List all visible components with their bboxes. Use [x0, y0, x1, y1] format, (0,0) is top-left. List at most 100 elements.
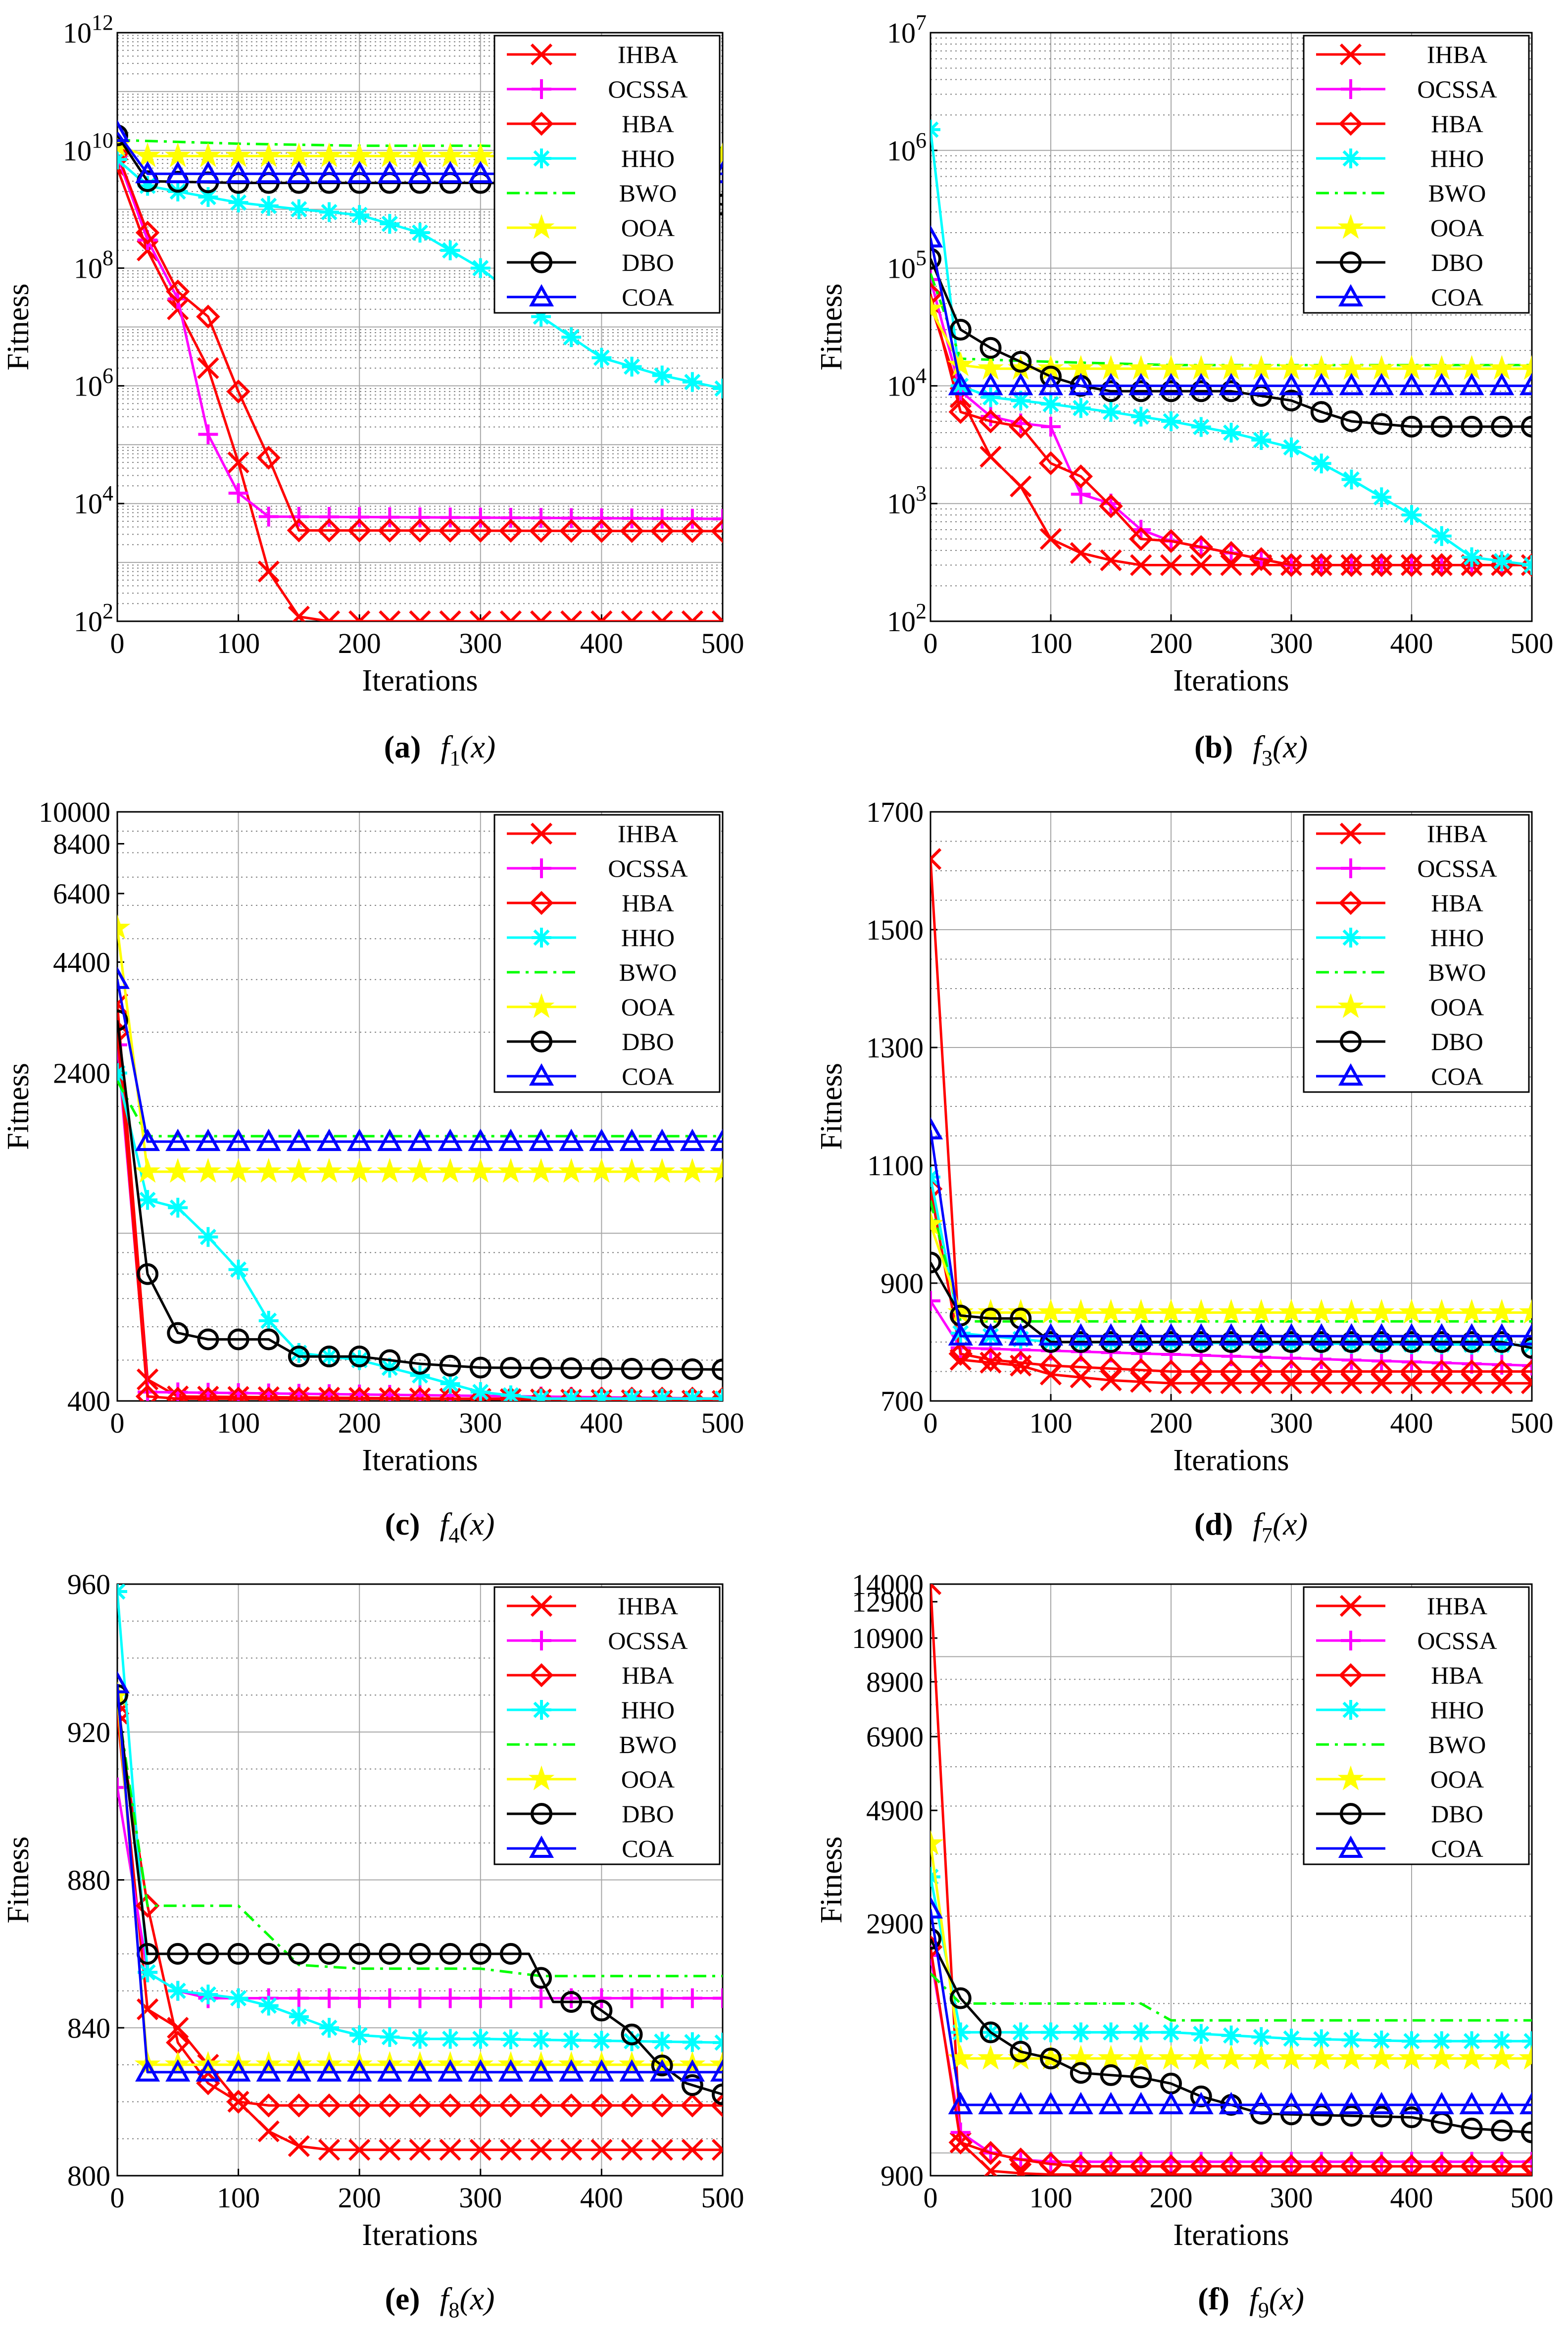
legend-marker: [532, 858, 551, 878]
series-point-ocssa: [380, 507, 400, 527]
series-point-coa: [931, 1117, 943, 1140]
series-point-coa: [1339, 1323, 1364, 1346]
series-point-hho: [622, 1389, 642, 1401]
y-tick-label: 840: [67, 2012, 110, 2044]
series-point-dbo: [117, 124, 128, 147]
series-point-dbo: [499, 1943, 522, 1965]
series-point-coa: [529, 1128, 554, 1151]
series-point-ihba: [530, 610, 552, 621]
series-line-bwo: [931, 1972, 1532, 2022]
legend-marker: [530, 43, 553, 66]
series-point-dbo: [1371, 2105, 1393, 2128]
x-axis-label: Iterations: [362, 1444, 478, 1477]
series-point-hba: [529, 2093, 553, 2118]
series-point-hba: [1069, 464, 1093, 489]
series-point-hba: [1249, 1359, 1274, 1384]
series-point-hho: [652, 365, 672, 386]
legend-label: HBA: [622, 110, 674, 138]
series-point-hba: [1490, 2154, 1514, 2176]
series-line-coa: [117, 979, 723, 1143]
plot-frame: [930, 32, 1533, 622]
series-point-hba: [979, 1347, 1003, 1372]
legend-label: OOA: [621, 1765, 675, 1793]
series-point-ihba: [560, 2139, 583, 2161]
series-point-hba: [378, 1387, 402, 1401]
series-point-hba: [135, 220, 160, 245]
panel-f: 0 100 200 300 400 500 900 2900 4900 6900 8900 10900…: [815, 1568, 1554, 2322]
series-point-ooa: [1068, 1298, 1094, 1324]
series-point-ooa: [1278, 1298, 1305, 1324]
series-point-coa: [1399, 2092, 1424, 2114]
series-point-dbo: [197, 1943, 219, 1965]
legend: IHBA OCSSA HBA HHO BWO OOA DBO COA: [493, 35, 721, 314]
series-point-ocssa: [652, 1988, 672, 2008]
series-line-dbo: [117, 1020, 723, 1371]
panel-caption: (e) f8(x): [385, 2281, 495, 2322]
series-point-ihba: [1100, 549, 1122, 571]
legend-label: OCSSA: [608, 854, 687, 882]
series-point-coa: [1459, 1323, 1484, 1346]
legend-label: OOA: [1430, 1765, 1484, 1793]
y-tick-label: 2900: [866, 1908, 924, 1940]
series-point-hho: [1402, 505, 1421, 525]
series-point-ihba: [590, 610, 613, 621]
series-point-hho: [168, 1981, 188, 2001]
series-point-ooa: [467, 1158, 494, 1183]
series-point-dbo: [1100, 2064, 1122, 2086]
series-point-dbo: [409, 1352, 431, 1375]
series-point-dbo: [712, 2083, 723, 2105]
series-point-coa: [1128, 1323, 1154, 1346]
x-tick-label: 300: [459, 2182, 502, 2214]
series-point-coa: [196, 2059, 221, 2082]
series-point-hba: [1339, 2154, 1364, 2176]
series-point-ihba: [711, 610, 723, 621]
series-point-ihba: [318, 2139, 341, 2161]
series-point-hho: [289, 2006, 309, 2027]
y-tick-label: 900: [881, 2160, 924, 2192]
legend: IHBA OCSSA HBA HHO BWO OOA DBO COA: [1303, 1586, 1530, 1865]
series-point-hho: [980, 387, 1001, 407]
legend-label: OOA: [621, 993, 675, 1021]
series-point-ooa: [1248, 2044, 1274, 2070]
series-point-coa: [117, 119, 130, 143]
series-point-coa: [438, 1128, 463, 1151]
series-point-hba: [1069, 2154, 1093, 2176]
series-point-dbo: [1340, 2105, 1363, 2127]
series-point-coa: [135, 160, 160, 184]
legend-marker: [531, 1803, 552, 1825]
legend-marker: [1340, 1803, 1362, 1825]
series-point-hba: [1099, 1356, 1123, 1381]
series-point-hho: [682, 2032, 702, 2052]
y-tick-label: 102: [74, 599, 113, 638]
legend-label: IHBA: [618, 820, 678, 847]
series-point-ooa: [255, 1158, 282, 1183]
series-point-ooa: [1127, 1298, 1154, 1324]
series-point-hba: [529, 519, 553, 543]
series-point-hba: [1129, 2154, 1153, 2176]
series-point-ihba: [167, 298, 189, 320]
series-point-hho: [349, 1350, 370, 1370]
series-point-ocssa: [380, 1988, 400, 2008]
series-point-ocssa: [713, 1988, 723, 2008]
series-point-hho: [622, 356, 642, 377]
series-point-dbo: [651, 2054, 673, 2077]
series-point-ooa: [346, 1158, 373, 1183]
series-point-hba: [1519, 553, 1532, 577]
x-tick-label: 300: [1270, 627, 1313, 659]
legend-label: OOA: [1430, 214, 1484, 242]
series-point-ooa: [588, 1158, 615, 1183]
panel-caption: (f) f9(x): [1198, 2281, 1304, 2322]
series-point-coa: [1369, 373, 1394, 396]
series-point-dbo: [1461, 415, 1483, 438]
series-point-coa: [1309, 1323, 1334, 1346]
legend-marker: [530, 822, 553, 845]
series-point-coa: [1278, 373, 1304, 396]
series-point-coa: [1128, 2092, 1154, 2114]
series-point-coa: [135, 1128, 160, 1151]
y-tick-label: 12900: [852, 1586, 924, 1618]
series-point-coa: [1038, 1323, 1064, 1346]
series-point-coa: [286, 160, 311, 184]
series-point-ocssa: [198, 424, 218, 445]
series-point-ocssa: [931, 1291, 940, 1311]
series-point-hba: [1099, 2154, 1123, 2176]
